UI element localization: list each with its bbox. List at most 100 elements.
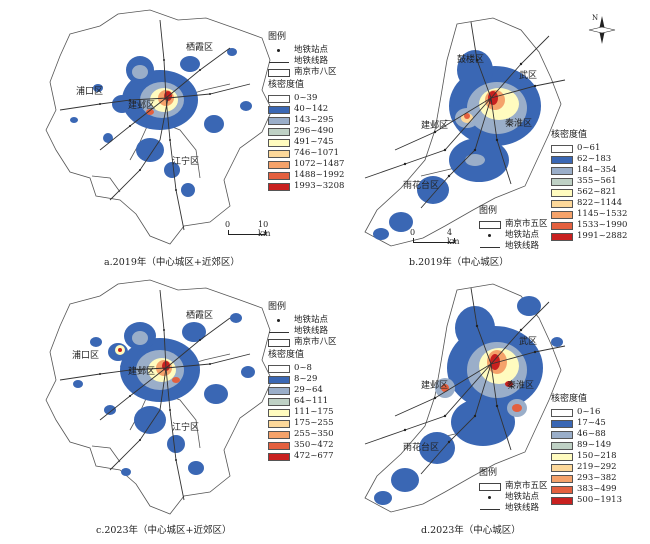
legend-class-label: 219~292	[577, 462, 617, 472]
map-d-metro	[364, 287, 566, 475]
legend-class-label: 822~1144	[577, 198, 622, 208]
legend-class-row: 491~745	[268, 137, 344, 148]
legend-swatch	[551, 485, 573, 494]
panel-c: 栖霞区 浦口区 建邺区 江宁区 图例 地铁站点 地铁线路 南京市八区 核密度值 …	[0, 272, 337, 544]
legend-swatch	[551, 221, 573, 230]
legend-class-label: 46~88	[577, 429, 606, 439]
legend-class-label: 1533~1990	[577, 220, 628, 230]
legend-swatch	[268, 127, 290, 136]
legend-class-label: 8~29	[294, 374, 318, 384]
legend-swatch	[268, 116, 290, 125]
district-label: 雨花台区	[403, 181, 440, 191]
legend-d: 核密度值 0~16 17~45 46~88 89~149 150~218 219~292 2…	[551, 394, 622, 506]
legend-density-title: 核密度值	[268, 350, 305, 360]
legend-class-row: 17~45	[551, 418, 622, 429]
legend-class-row: 350~472	[268, 440, 337, 451]
legend-class-label: 355~561	[577, 176, 617, 186]
legend-class-row: 746~1071	[268, 148, 344, 159]
district-label: 建邺区	[128, 367, 156, 377]
map-a-kde	[70, 48, 252, 197]
legend-swatch	[551, 419, 573, 428]
district-label: 江宁区	[172, 423, 200, 433]
legend-swatch	[551, 452, 573, 461]
legend-class-row: 1072~1487	[268, 159, 344, 170]
legend-swatch	[551, 408, 573, 417]
legend-class-row: 62~183	[551, 154, 627, 165]
map-c-metro	[59, 289, 251, 501]
legend-class-label: 491~745	[294, 137, 334, 147]
caption-d: d.2023年（中心城区）	[421, 525, 521, 536]
legend-station: 地铁站点	[505, 492, 540, 502]
legend-class-label: 0~39	[294, 93, 318, 103]
legend-class-label: 89~149	[577, 440, 612, 450]
legend-class-row: 383~499	[551, 484, 622, 495]
boundary-icon	[268, 338, 290, 347]
legend-density-title: 核密度值	[551, 394, 588, 404]
map-c	[45, 279, 273, 515]
legend-swatch	[268, 160, 290, 169]
legend-swatch	[268, 171, 290, 180]
legend-class-row: 822~1144	[551, 198, 627, 209]
legend-class-row: 0~39	[268, 93, 344, 104]
legend-station: 地铁站点	[294, 315, 329, 325]
legend-class-row: 8~29	[268, 374, 337, 385]
legend-class-row: 143~295	[268, 115, 344, 126]
legend-swatch	[268, 408, 290, 417]
district-label: 武区	[519, 337, 538, 347]
map-c-kde	[73, 313, 255, 476]
legend-class-row: 64~111	[268, 396, 337, 407]
legend-class-row: 219~292	[551, 462, 622, 473]
scale-zero: 0	[410, 228, 416, 237]
legend-swatch	[551, 463, 573, 472]
map-b-metro	[364, 21, 566, 209]
legend-density-title: 核密度值	[268, 80, 305, 90]
map-a-metro	[59, 19, 251, 231]
district-label: 浦口区	[76, 87, 104, 97]
legend-swatch	[551, 474, 573, 483]
legend-class-label: 1991~2882	[577, 231, 628, 241]
legend-class-label: 1145~1532	[577, 209, 628, 219]
map-b	[364, 17, 566, 247]
legend-class-label: 1072~1487	[294, 159, 345, 169]
district-label: 浦口区	[72, 351, 100, 361]
map-d	[364, 283, 566, 513]
legend-class-label: 1993~3208	[294, 181, 345, 191]
map-d-stations	[403, 324, 537, 444]
legend-boundary: 南京市八区	[294, 67, 337, 77]
legend-class-row: 1991~2882	[551, 231, 627, 242]
legend-b: 核密度值 0~61 62~183 184~354 355~561 562~821 822~…	[551, 130, 627, 242]
legend-station: 地铁站点	[505, 230, 540, 240]
legend-class-label: 175~255	[294, 418, 334, 428]
legend-class-label: 29~64	[294, 385, 323, 395]
legend-swatch	[551, 166, 573, 175]
legend-class-label: 472~677	[294, 451, 334, 461]
legend-class-row: 40~142	[268, 104, 344, 115]
legend-class-label: 255~350	[294, 429, 334, 439]
legend-class-label: 1488~1992	[294, 170, 345, 180]
legend-class-label: 293~382	[577, 473, 617, 483]
caption-c: c.2023年（中心城区+近郊区）	[96, 525, 232, 536]
legend-classes: 0~39 40~142 143~295 296~490 491~745 746~1071 1…	[268, 93, 344, 192]
legend-class-label: 350~472	[294, 440, 334, 450]
legend-station: 地铁站点	[294, 45, 329, 55]
legend-swatch	[268, 375, 290, 384]
legend-class-label: 184~354	[577, 165, 617, 175]
district-label: 栖霞区	[186, 43, 214, 53]
compass-icon	[588, 16, 616, 44]
boundary-icon	[268, 68, 290, 77]
map-a-stations	[99, 59, 211, 191]
legend-a: 图例 地铁站点 地铁线路 南京市八区 核密度值 0~39 40~142 143~29…	[268, 32, 344, 192]
legend-swatch	[551, 144, 573, 153]
legend-class-row: 1488~1992	[268, 170, 344, 181]
district-label: 栖霞区	[186, 311, 214, 321]
legend-classes: 0~61 62~183 184~354 355~561 562~821 822~1144 1…	[551, 143, 627, 242]
district-label: 雨花台区	[403, 443, 440, 453]
panel-a: 栖霞区 浦口区 建邺区 江宁区 图例 地铁站点 地铁线路 南京市八区 核密度值 …	[0, 0, 344, 272]
legend-class-label: 40~142	[294, 104, 329, 114]
legend-swatch	[268, 430, 290, 439]
legend-class-row: 562~821	[551, 187, 627, 198]
legend-class-row: 0~16	[551, 407, 622, 418]
legend-swatch	[551, 496, 573, 505]
map-b-kde	[373, 50, 541, 240]
district-label: 江宁区	[172, 157, 200, 167]
